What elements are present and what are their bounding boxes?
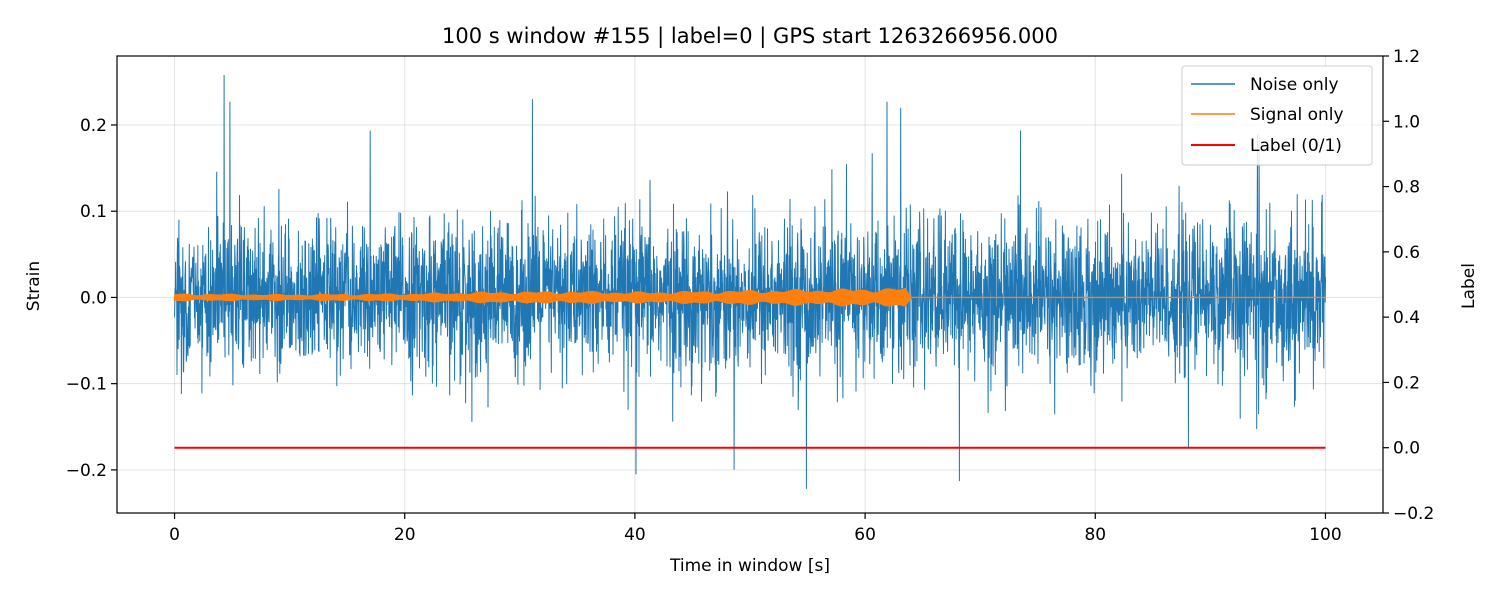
- legend-label-signal: Signal only: [1250, 105, 1344, 125]
- y2-axis-title: Label: [1459, 263, 1479, 309]
- signal-series: [173, 288, 1326, 307]
- legend-label-noise: Noise only: [1250, 75, 1339, 95]
- x-tick-label: 80: [1084, 525, 1106, 545]
- x-tick-label: 100: [1309, 525, 1341, 545]
- x-tick-label: 20: [394, 525, 416, 545]
- y-tick-label: 0.1: [80, 202, 107, 222]
- plot-frame: [116, 55, 1384, 514]
- y-axis-title: Strain: [24, 261, 44, 311]
- legend-box: [1181, 65, 1373, 166]
- y2-tick-label: 0.0: [1393, 439, 1420, 459]
- x-axis: 0 20 40 60 80 100: [169, 513, 1342, 545]
- noise-series: [174, 74, 1326, 489]
- y-tick-label: 0.2: [80, 116, 107, 136]
- x-axis-title: Time in window [s]: [669, 556, 830, 576]
- y2-tick-label: −0.2: [1393, 504, 1434, 524]
- signal-line: [173, 288, 1326, 307]
- chart-title: 100 s window #155 | label=0 | GPS start …: [442, 24, 1058, 49]
- y2-tick-label: 0.4: [1393, 308, 1420, 328]
- x-tick-label: 40: [624, 525, 646, 545]
- y2-tick-label: 0.8: [1393, 178, 1420, 198]
- x-tick-label: 0: [169, 525, 180, 545]
- y2-tick-label: 0.2: [1393, 373, 1420, 393]
- y2-tick-label: 1.0: [1393, 112, 1420, 132]
- noise-line: [174, 74, 1326, 489]
- y-tick-label: −0.1: [66, 375, 107, 395]
- y-axis-right: −0.2 0.0 0.2 0.4 0.6 0.8 1.0 1.2: [1383, 47, 1434, 524]
- x-tick-label: 60: [854, 525, 876, 545]
- y-axis-left: −0.2 −0.1 0.0 0.1 0.2: [66, 116, 117, 481]
- y-tick-label: 0.0: [80, 288, 107, 308]
- legend-label-label: Label (0/1): [1250, 136, 1342, 156]
- legend: Noise only Signal only Label (0/1): [1181, 65, 1373, 166]
- y-tick-label: −0.2: [66, 461, 107, 481]
- y2-tick-label: 0.6: [1393, 243, 1420, 263]
- y2-tick-label: 1.2: [1393, 47, 1420, 67]
